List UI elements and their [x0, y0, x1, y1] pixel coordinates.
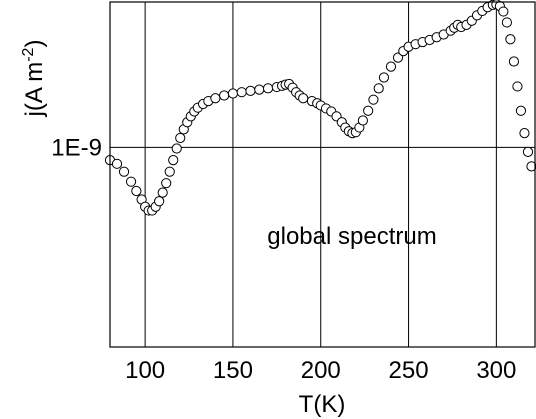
y-axis-title-main: j(A m: [21, 62, 48, 118]
data-point: [171, 143, 182, 154]
data-point: [154, 196, 165, 207]
data-point: [168, 154, 179, 166]
plot-frame: [109, 1, 536, 348]
y-axis-title-superscript: -2: [20, 47, 37, 61]
data-point: [512, 81, 523, 92]
data-point: [236, 87, 247, 98]
data-point: [378, 72, 390, 83]
data-point: [164, 166, 175, 177]
x-tick-label: 300: [476, 357, 516, 384]
data-point: [363, 105, 374, 116]
data-point: [262, 83, 274, 94]
data-point: [118, 166, 130, 177]
data-point: [522, 146, 534, 157]
data-point: [125, 176, 137, 187]
data-point: [515, 105, 527, 116]
data-point: [498, 6, 509, 17]
data-point: [219, 90, 230, 101]
data-point: [245, 85, 256, 96]
x-tick-label: 100: [125, 357, 165, 384]
data-point: [298, 93, 309, 104]
data-point: [385, 61, 397, 72]
data-point: [368, 94, 379, 105]
data-point: [131, 185, 142, 197]
x-tick-label: 200: [301, 357, 341, 384]
data-point: [254, 84, 265, 95]
x-tick-label: 150: [213, 357, 253, 384]
data-points: [104, 0, 536, 216]
x-tick-label: 250: [389, 357, 429, 384]
data-point: [526, 161, 536, 172]
data-point: [227, 88, 239, 99]
data-point: [373, 83, 384, 94]
data-point: [501, 17, 513, 28]
data-point: [392, 52, 404, 63]
data-point: [111, 158, 123, 169]
y-axis-title-close: ): [21, 40, 48, 48]
y-tick-label: 1E-9: [51, 134, 102, 161]
data-point: [157, 187, 168, 198]
data-point: [519, 128, 530, 139]
data-point: [505, 34, 516, 45]
annotation-global-spectrum: global spectrum: [267, 223, 436, 250]
x-axis-title: T(K): [299, 391, 346, 418]
data-point: [357, 115, 368, 126]
data-point: [175, 132, 186, 144]
data-point: [210, 93, 221, 104]
x-tick-labels: 100 150 200 250 300: [125, 357, 516, 384]
y-axis-title: j(A m-2): [20, 40, 48, 118]
y-tick-labels: 1E-9: [51, 134, 102, 161]
data-point: [161, 178, 172, 189]
data-point: [508, 56, 520, 67]
